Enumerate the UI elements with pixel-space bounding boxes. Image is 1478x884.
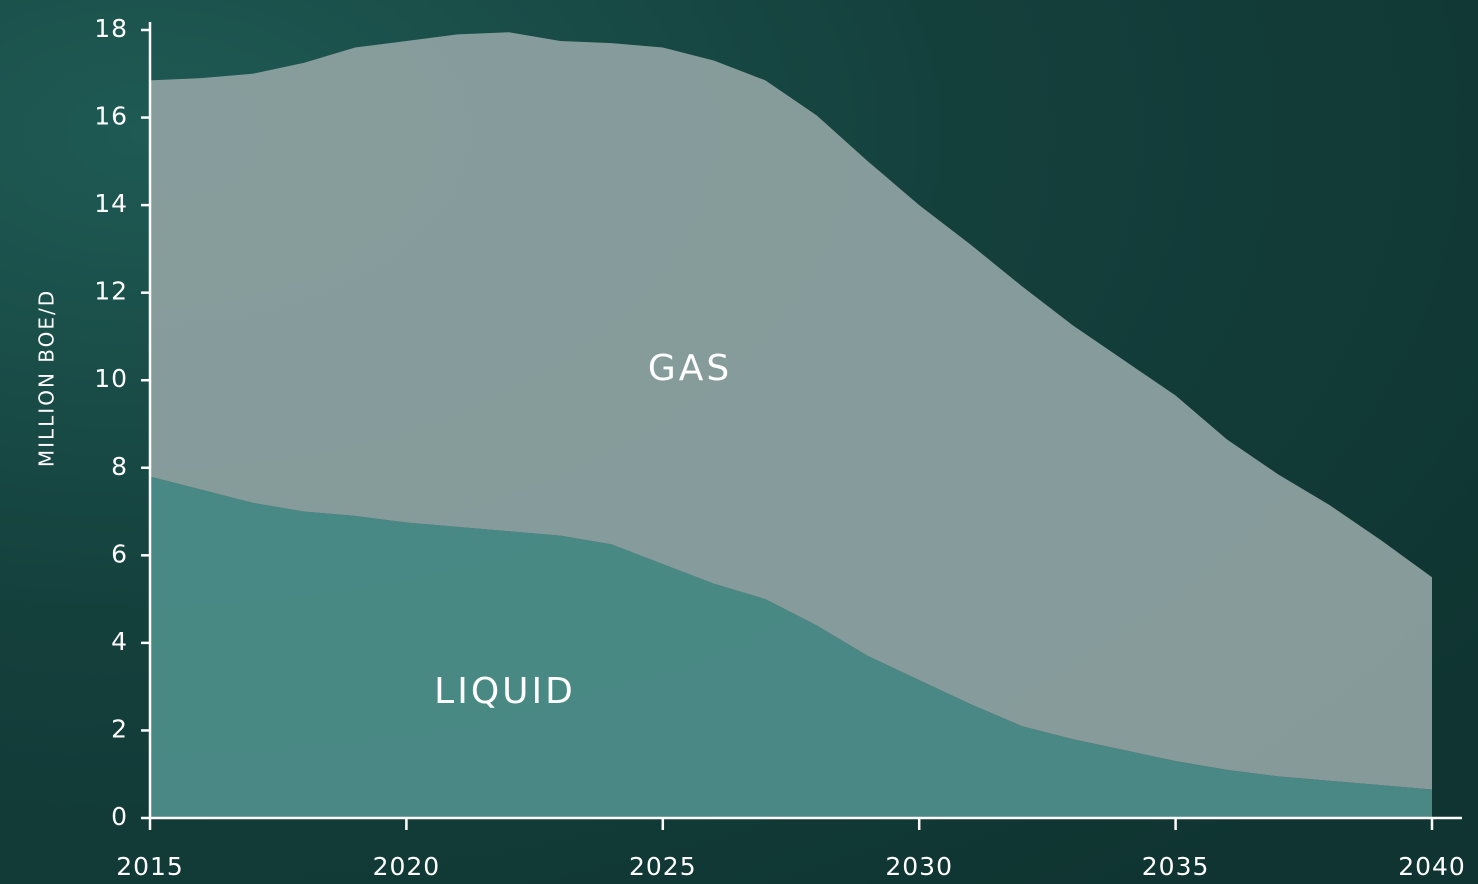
x-tick-label: 2020 — [373, 852, 441, 881]
y-tick-label: 6 — [111, 539, 128, 568]
y-tick-label: 16 — [94, 102, 128, 131]
y-tick-label: 14 — [94, 189, 128, 218]
series-label: LIQUID — [434, 671, 576, 712]
y-tick-label: 12 — [94, 277, 128, 306]
plot-area: LIQUID GAS — [150, 32, 1432, 818]
y-axis-label: MILLION BOE/D — [35, 289, 59, 467]
y-tick-label: 0 — [111, 802, 128, 831]
x-tick-label: 2030 — [885, 852, 953, 881]
y-tick-label: 18 — [94, 14, 128, 43]
area — [150, 32, 1432, 790]
area — [150, 476, 1432, 818]
x-tick-label: 2025 — [629, 852, 697, 881]
y-tick-label: 2 — [111, 714, 128, 743]
x-tick-label: 2015 — [116, 852, 184, 881]
x-tick-label: 2035 — [1142, 852, 1210, 881]
y-tick-label: 4 — [111, 627, 128, 656]
axes: 0 2 4 6 8 10 12 14 16 18 2015 2020 2025 2030 2035 2040 — [94, 14, 1466, 881]
y-tick-label: 8 — [111, 452, 128, 481]
series-label: GAS — [648, 348, 732, 389]
y-tick-label: 10 — [94, 364, 128, 393]
x-tick-label: 2040 — [1398, 852, 1466, 881]
